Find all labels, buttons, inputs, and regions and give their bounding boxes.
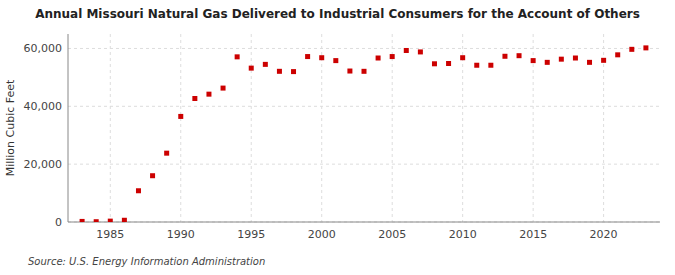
points	[80, 45, 649, 222]
point	[164, 151, 169, 156]
point	[277, 69, 282, 74]
point	[94, 219, 99, 222]
point	[376, 56, 381, 61]
tick-label: 2020	[590, 228, 618, 241]
point	[517, 53, 522, 58]
point	[474, 63, 479, 68]
grid	[68, 34, 660, 222]
grid-line	[68, 48, 660, 49]
point	[559, 57, 564, 62]
point	[545, 60, 550, 65]
point	[291, 69, 296, 74]
grid-line	[321, 34, 322, 222]
tick-label: 20,000	[24, 158, 63, 171]
point	[446, 61, 451, 66]
grid-line	[392, 34, 393, 222]
point	[432, 61, 437, 66]
point	[502, 54, 507, 59]
point	[460, 55, 465, 60]
point	[531, 58, 536, 63]
grid-line	[462, 34, 463, 222]
tick-label: 0	[55, 216, 62, 229]
point	[390, 54, 395, 59]
tick-label: 60,000	[24, 42, 63, 55]
grid-line	[68, 106, 660, 107]
point	[136, 188, 141, 193]
point	[404, 48, 409, 53]
point	[122, 218, 127, 222]
grid-line	[68, 164, 660, 165]
tick-label: 40,000	[24, 100, 63, 113]
point	[150, 173, 155, 178]
point	[629, 47, 634, 52]
tick-label: 1985	[96, 228, 124, 241]
y-axis-label: Million Cubic Feet	[4, 79, 17, 176]
point	[488, 63, 493, 68]
tick-label: 1995	[237, 228, 265, 241]
tick-label: 2000	[308, 228, 336, 241]
point	[319, 55, 324, 60]
point	[615, 52, 620, 57]
point	[108, 219, 113, 222]
tick-label: 2015	[519, 228, 547, 241]
point	[263, 62, 268, 67]
title: Annual Missouri Natural Gas Delivered to…	[35, 7, 640, 21]
point	[80, 219, 85, 222]
point	[347, 69, 352, 74]
point	[587, 60, 592, 65]
grid-line	[180, 34, 181, 222]
grid-line	[251, 34, 252, 222]
point	[573, 56, 578, 61]
point	[192, 96, 197, 101]
source-note: Source: U.S. Energy Information Administ…	[28, 256, 265, 267]
point	[643, 45, 648, 50]
tick-label: 2005	[378, 228, 406, 241]
point	[305, 54, 310, 59]
point	[418, 49, 423, 54]
point	[333, 58, 338, 63]
point	[362, 69, 367, 74]
point	[221, 86, 226, 91]
point	[249, 66, 254, 71]
point	[601, 58, 606, 63]
grid-line	[68, 222, 660, 223]
x-axis	[68, 222, 660, 223]
tick-label: 2010	[449, 228, 477, 241]
tick-label: 1990	[167, 228, 195, 241]
y-axis	[68, 34, 69, 222]
point	[206, 92, 211, 97]
point	[235, 54, 240, 59]
grid-line	[110, 34, 111, 222]
point	[178, 114, 183, 119]
chart: Annual Missouri Natural Gas Delivered to…	[0, 0, 675, 275]
